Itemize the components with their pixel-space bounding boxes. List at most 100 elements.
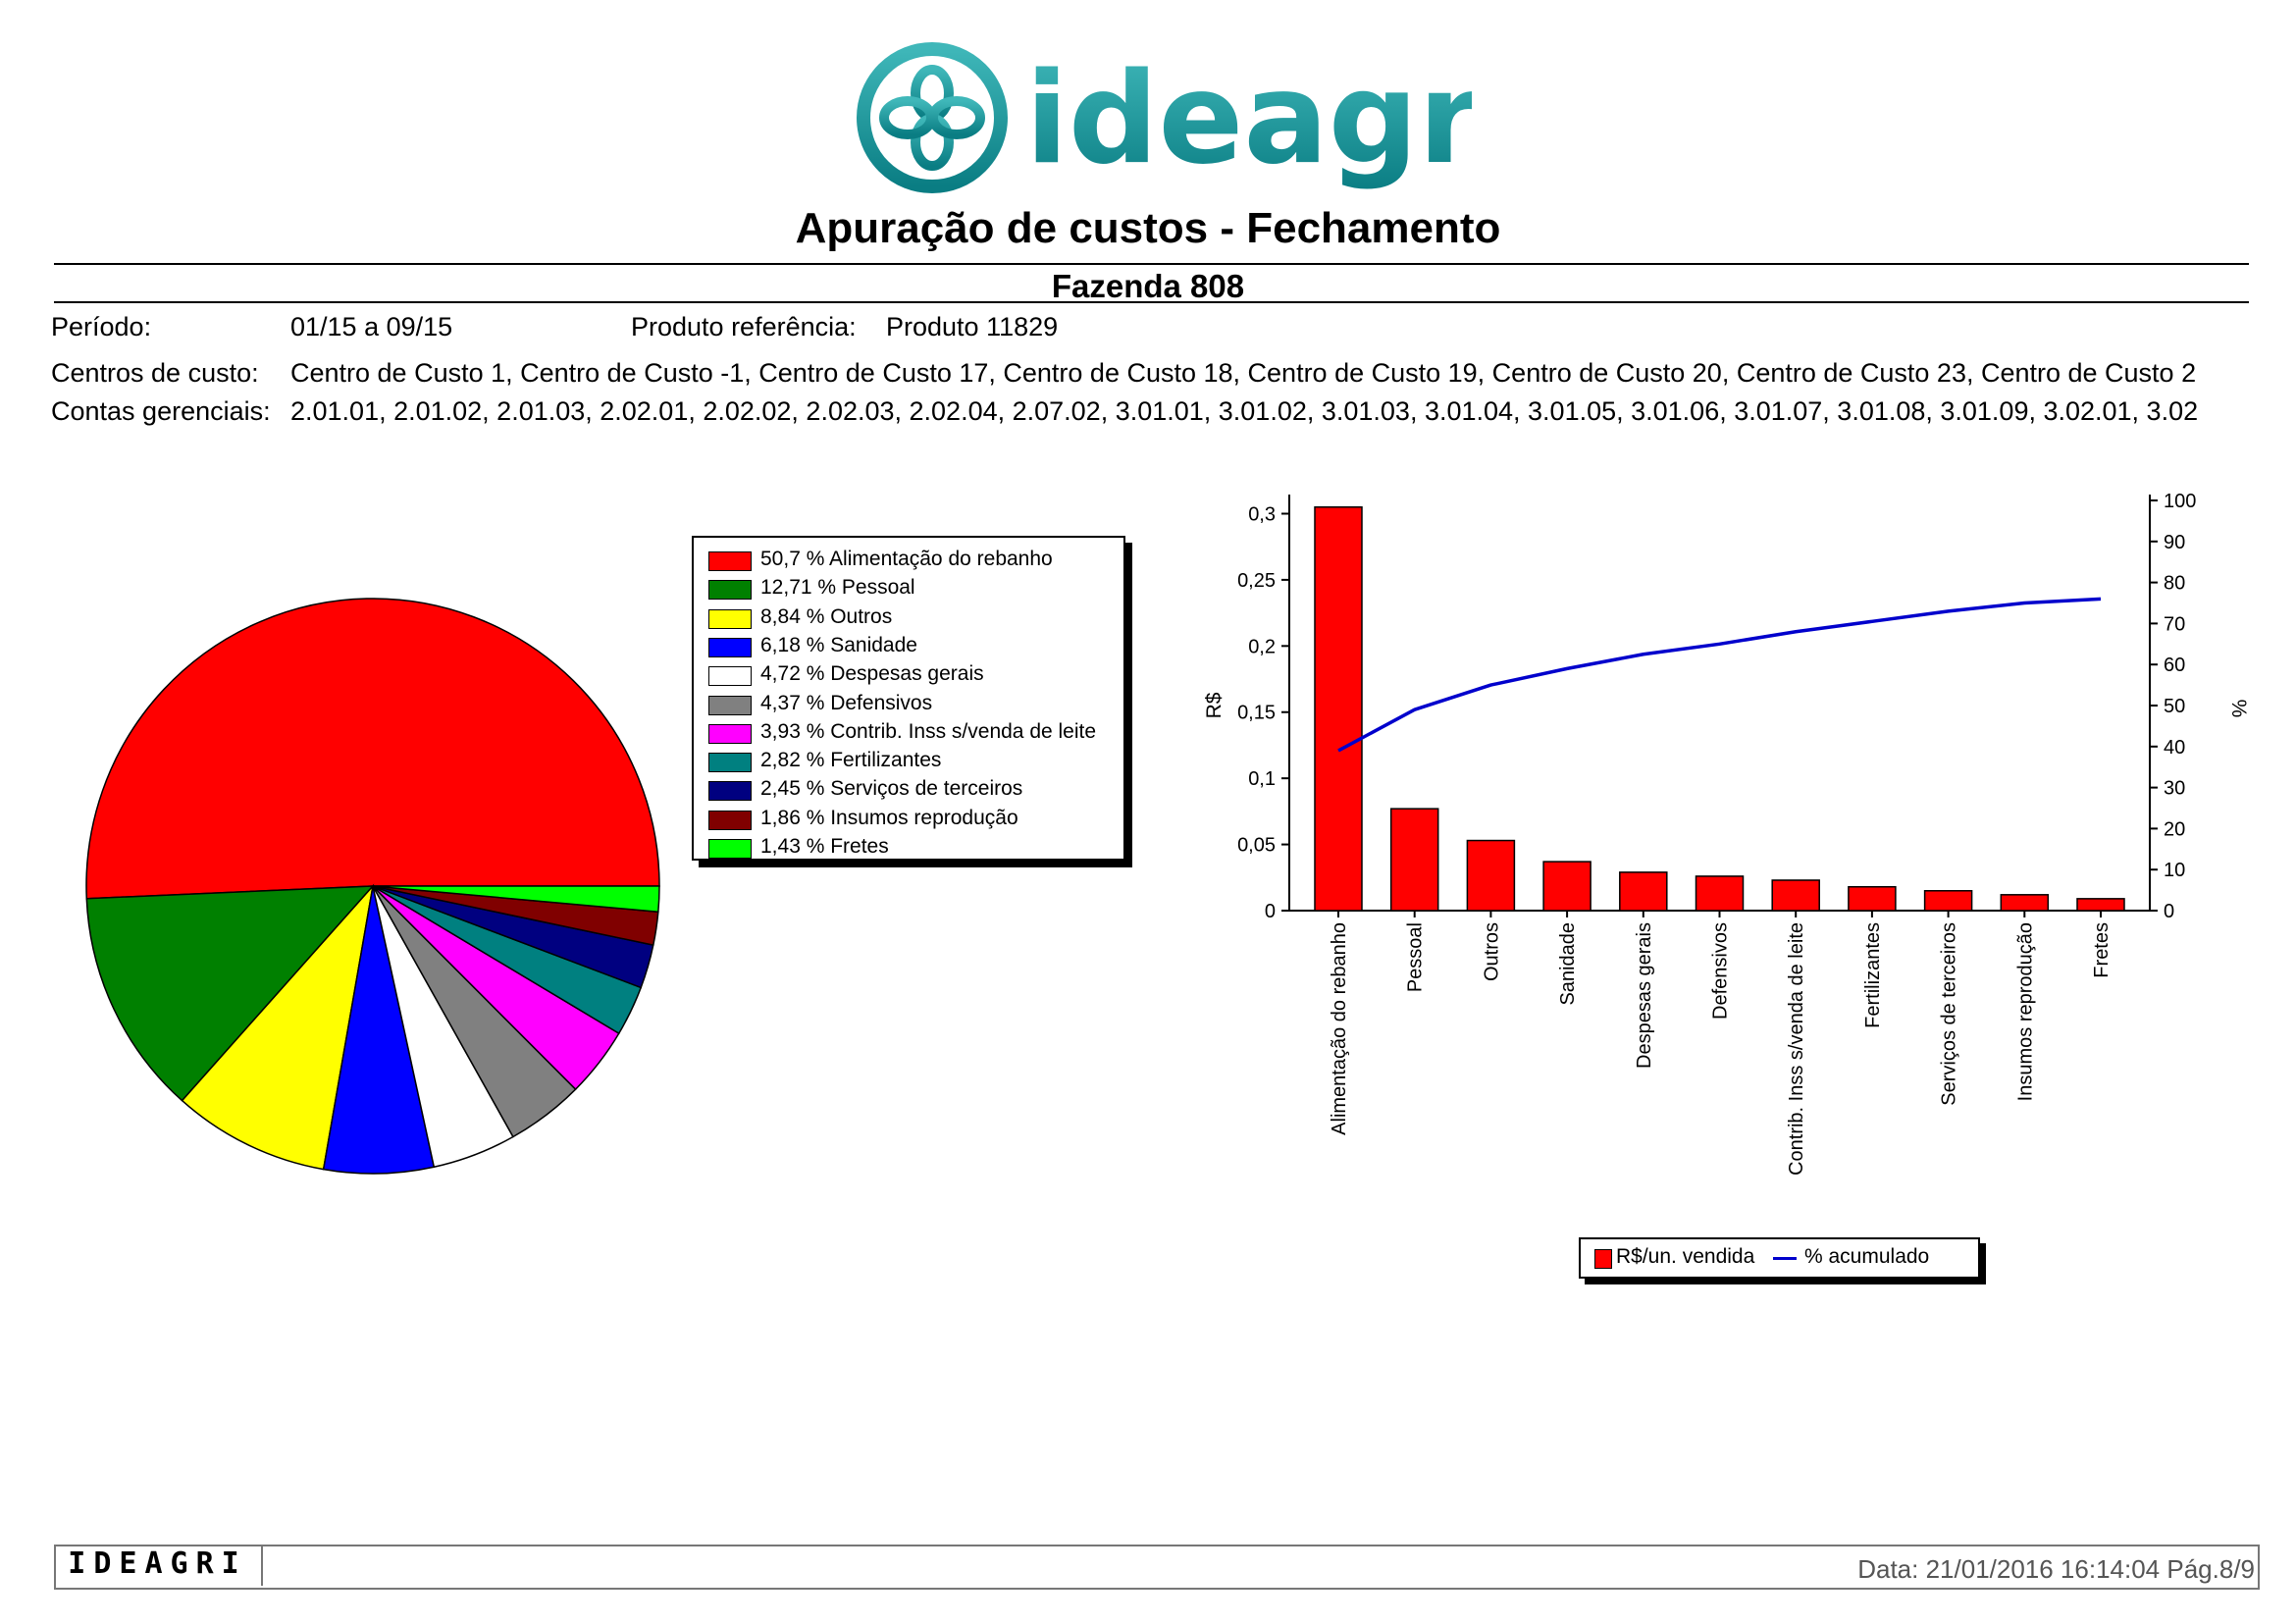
pareto-legend: R$/un. vendida % acumulado — [1579, 1237, 1980, 1279]
y-tick-label: 0,3 — [1248, 503, 1276, 525]
x-tick-label: Outros — [1481, 922, 1502, 981]
y-right-tick-label: 30 — [2164, 778, 2185, 800]
pie-legend-label: 2,82 % Fertilizantes — [760, 749, 942, 772]
pie-legend-swatch — [708, 695, 752, 715]
pie-slice — [181, 883, 375, 1171]
pie-slice — [372, 885, 660, 914]
pie-chart — [85, 598, 660, 1175]
legend-line-label: % acumulado — [1804, 1245, 1930, 1268]
y-right-tick-label: 10 — [2164, 860, 2185, 881]
pie-legend-item: 2,82 % Fertilizantes — [702, 748, 1123, 776]
pareto-chart: 0 0,05 0,1 0,15 0,2 0,25 0,3 0 10 20 30 40 50 60 70 80 9… — [1203, 491, 2250, 1176]
x-tick-label: Sanidade — [1557, 922, 1579, 1006]
legend-bar-swatch — [1594, 1249, 1612, 1269]
legend-line-swatch — [1773, 1257, 1797, 1260]
y-tick-label: 0,1 — [1248, 768, 1276, 790]
pie-legend-swatch — [708, 551, 752, 571]
x-tick-label: Contrib. Inss s/venda de leite — [1786, 922, 1807, 1176]
pie-slice — [85, 598, 660, 900]
footer-date: Data: 21/01/2016 16:14:04 Pág.8/9 — [1857, 1554, 2255, 1584]
pie-legend-label: 6,18 % Sanidade — [760, 633, 917, 656]
y-axis-label: R$ — [1203, 692, 1226, 718]
pie-legend-swatch — [708, 637, 752, 657]
x-tick-label: Despesas gerais — [1634, 922, 1655, 1069]
bar — [1848, 885, 1897, 912]
farm-name: Fazenda 808 — [1051, 268, 1245, 304]
pie-legend-label: 1,43 % Fretes — [760, 835, 889, 858]
pie-legend-item: 6,18 % Sanidade — [702, 633, 1123, 661]
report-title: Apuração de custos - Fechamento — [795, 204, 1501, 252]
bar — [1314, 505, 1363, 912]
produto-value: Produto 11829 — [886, 312, 1059, 341]
header-divider-top — [54, 263, 2249, 265]
pie-legend-swatch — [708, 810, 752, 830]
pie-legend-item: 12,71 % Pessoal — [702, 575, 1123, 603]
pie-legend-label: 1,86 % Insumos reprodução — [760, 806, 1018, 829]
pie-legend-swatch — [708, 666, 752, 687]
pie-legend-swatch — [708, 723, 752, 744]
x-tick-label: Defensivos — [1710, 922, 1732, 1020]
legend-bar-label: R$/un. vendida — [1616, 1245, 1755, 1268]
footer-brand: IDEAGRI — [54, 1545, 263, 1586]
y-right-axis-label: % — [2227, 700, 2250, 718]
ideagri-logo: ideagri — [857, 42, 1472, 193]
pie-legend-item: 50,7 % Alimentação do rebanho — [702, 547, 1123, 575]
y-right-tick-label: 20 — [2164, 818, 2185, 840]
x-tick-label: Insumos reprodução — [2014, 922, 2036, 1101]
pie-legend: 50,7 % Alimentação do rebanho 12,71 % Pes… — [692, 536, 1125, 861]
x-tick-label: Serviços de terceiros — [1939, 922, 1960, 1106]
pie-legend-label: 2,45 % Serviços de terceiros — [760, 777, 1023, 801]
bar — [1695, 875, 1745, 912]
logo-emblem-icon — [857, 42, 1008, 193]
produto-label: Produto referência: — [631, 312, 857, 341]
pie-legend-label: 4,37 % Defensivos — [760, 691, 933, 714]
periodo-value: 01/15 a 09/15 — [290, 312, 453, 341]
y-right-tick-label: 0 — [2164, 901, 2174, 922]
bar — [2000, 894, 2050, 912]
pie-legend-label: 8,84 % Outros — [760, 604, 893, 628]
y-right-tick-label: 80 — [2164, 573, 2185, 595]
x-tick-label: Alimentação do rebanho — [1329, 922, 1350, 1135]
pie-legend-label: 12,71 % Pessoal — [760, 576, 915, 600]
bar — [1389, 808, 1439, 912]
bar — [1923, 890, 1973, 912]
bar — [1466, 839, 1516, 912]
contas-value: 2.01.01, 2.01.02, 2.01.03, 2.02.01, 2.02… — [290, 396, 2199, 426]
contas-label: Contas gerenciais: — [51, 396, 271, 426]
y-tick-label: 0 — [1265, 901, 1276, 922]
y-right-tick-label: 100 — [2164, 491, 2196, 512]
y-right-tick-label: 90 — [2164, 532, 2185, 553]
y-tick-label: 0,15 — [1237, 703, 1276, 724]
centros-label: Centros de custo: — [51, 358, 259, 388]
centros-value: Centro de Custo 1, Centro de Custo -1, C… — [290, 358, 2197, 388]
x-tick-label: Pessoal — [1405, 922, 1427, 992]
y-right-tick-label: 50 — [2164, 696, 2185, 717]
pie-legend-swatch — [708, 753, 752, 773]
pie-legend-swatch — [708, 580, 752, 601]
periodo-label: Período: — [51, 312, 152, 341]
y-right-tick-label: 60 — [2164, 655, 2185, 676]
pie-legend-item: 8,84 % Outros — [702, 604, 1123, 633]
pie-legend-item: 4,72 % Despesas gerais — [702, 661, 1123, 690]
y-tick-label: 0,2 — [1248, 636, 1276, 657]
pie-legend-item: 3,93 % Contrib. Inss s/venda de leite — [702, 719, 1123, 748]
pie-legend-swatch — [708, 781, 752, 802]
y-tick-label: 0,05 — [1237, 835, 1276, 857]
pie-legend-label: 50,7 % Alimentação do rebanho — [760, 548, 1053, 570]
pie-legend-item: 2,45 % Serviços de terceiros — [702, 776, 1123, 805]
bar — [2076, 898, 2125, 912]
bar — [1619, 871, 1668, 912]
logo-text: ideagri — [1025, 46, 1472, 192]
pie-legend-label: 3,93 % Contrib. Inss s/venda de leite — [760, 719, 1097, 743]
x-tick-label: Fertilizantes — [1862, 922, 1884, 1028]
pie-legend-swatch — [708, 608, 752, 629]
bar — [1542, 861, 1592, 912]
header-divider-bottom — [54, 301, 2249, 303]
pie-legend-item: 4,37 % Defensivos — [702, 691, 1123, 719]
pie-legend-label: 4,72 % Despesas gerais — [760, 662, 984, 686]
pie-legend-item: 1,86 % Insumos reprodução — [702, 806, 1123, 834]
y-right-tick-label: 70 — [2164, 613, 2185, 635]
y-right-tick-label: 40 — [2164, 737, 2185, 759]
pie-legend-swatch — [708, 839, 752, 859]
x-tick-label: Fretes — [2091, 922, 2113, 978]
